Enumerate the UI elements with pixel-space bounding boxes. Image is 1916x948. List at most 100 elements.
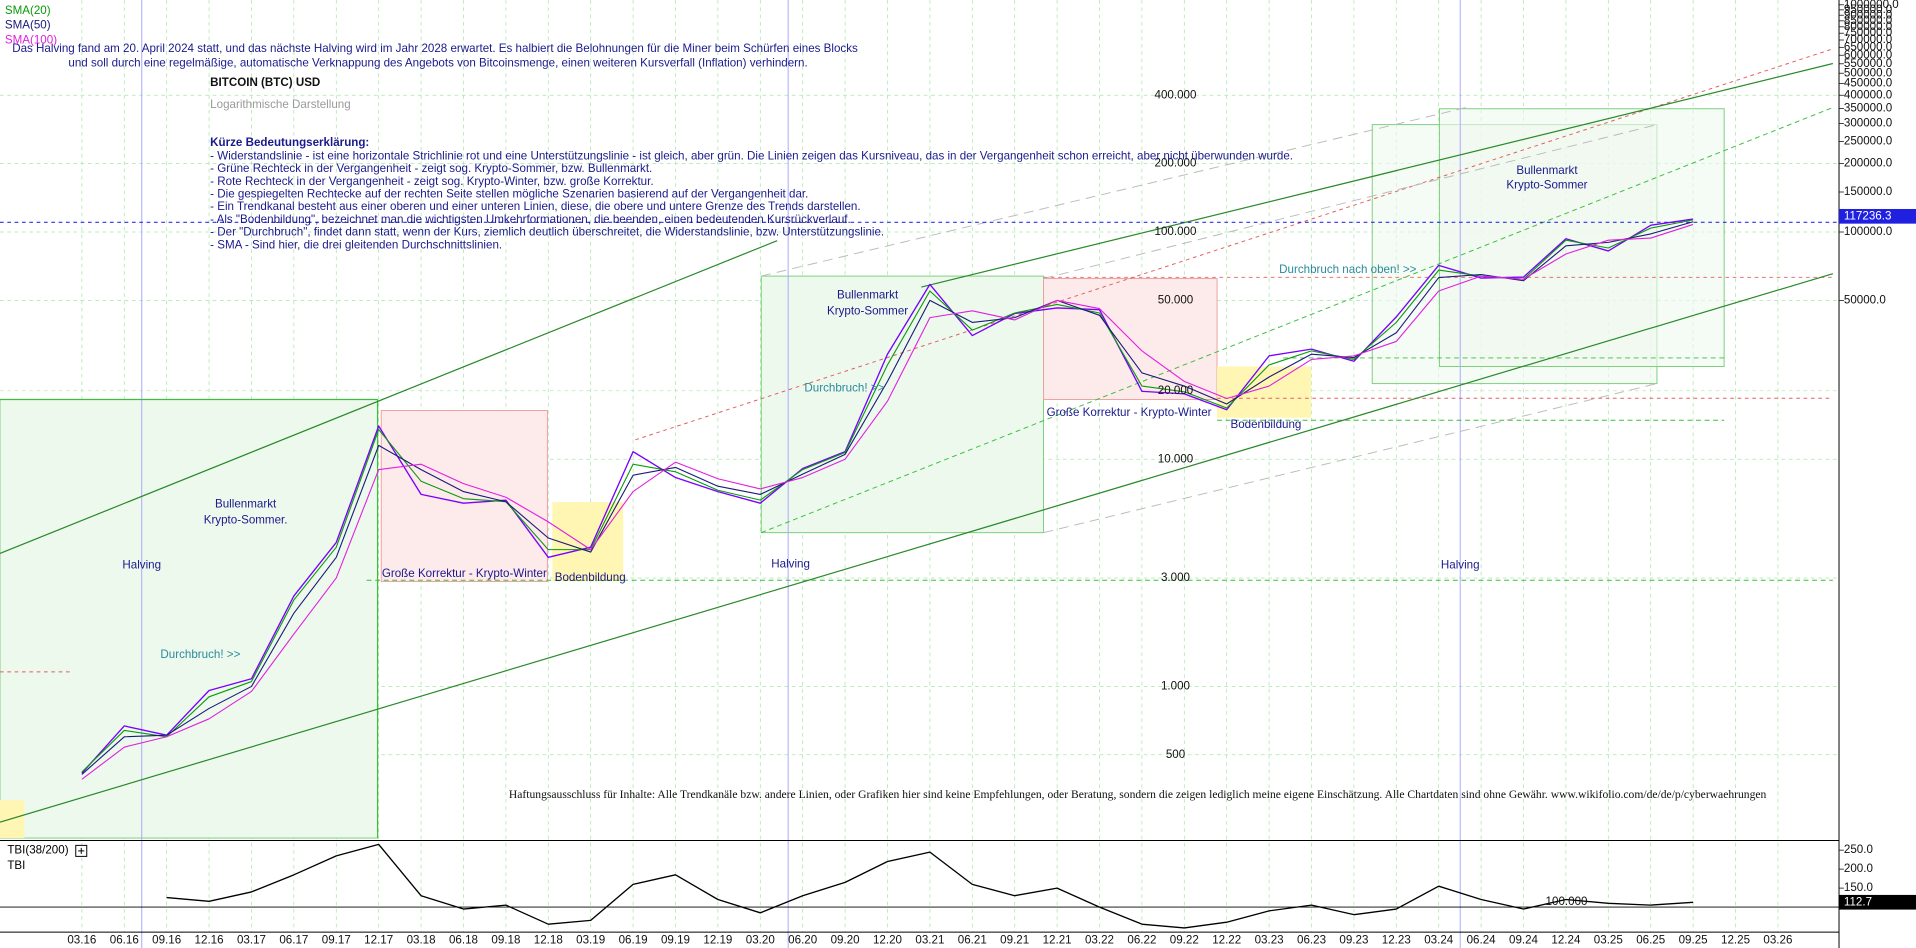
y-tick-label: 10.000 [1158, 452, 1193, 465]
series-line [166, 843, 1694, 929]
y2-tick-label: 300000.0 [1844, 117, 1892, 130]
x-tick-label: 09.21 [1000, 934, 1029, 947]
x-tick-label: 06.21 [958, 934, 987, 947]
reference-label: 100.000 [1546, 895, 1588, 908]
x-tick-label: 09.17 [322, 934, 351, 947]
y2-tick-label: 1000000.0 [1844, 0, 1899, 11]
last-value-label: 112.7 [1844, 895, 1872, 908]
y2-tick-label: 150000.0 [1844, 185, 1892, 198]
y-tick-label: 200.0 [1844, 862, 1873, 875]
annotation: Bodenbildung [555, 571, 626, 584]
y2-tick-label: 350000.0 [1844, 101, 1892, 114]
trend-channel [0, 273, 1834, 823]
y-tick-label: 500 [1166, 748, 1185, 761]
legend-entry: SMA(100) [5, 33, 57, 46]
x-tick-label: 09.22 [1170, 934, 1199, 947]
annotation: Halving [1441, 559, 1480, 572]
intro-text: Das Halving fand am 20. April 2024 statt… [12, 42, 858, 55]
y2-tick-label: 550000.0 [1844, 57, 1892, 70]
x-tick-label: 09.16 [152, 934, 181, 947]
x-tick-label: 12.16 [195, 934, 224, 947]
mirror-line [1043, 124, 1658, 280]
x-tick-label: 06.18 [449, 934, 478, 947]
note-line: - Widerstandslinie - ist eine horizontal… [210, 149, 1293, 162]
legend-entry: SMA(20) [5, 4, 51, 17]
y-tick-label: 200.000 [1155, 157, 1197, 170]
x-tick-label: 06.17 [279, 934, 308, 947]
annotation: Durchbruch! >> [804, 382, 884, 395]
panel-title: TBI(38/200) [7, 843, 68, 856]
intro-text: und soll durch eine regelmäßige, automat… [68, 57, 807, 70]
plus-icon [78, 847, 85, 854]
trend-channel [0, 240, 778, 554]
text-layer: BITCOIN (BTC) USD Logarithmische Darstel… [5, 0, 1899, 947]
mirror-line [1043, 383, 1658, 534]
series-line [81, 221, 1694, 775]
y-tick-label: 100.000 [1155, 225, 1197, 238]
x-tick-label: 12.23 [1382, 934, 1411, 947]
y2-tick-label: 800000.0 [1844, 20, 1892, 33]
annotation: Krypto-Sommer [1506, 179, 1587, 192]
annotation: Durchbruch nach oben! >> [1279, 263, 1417, 276]
y2-tick-label: 750000.0 [1844, 26, 1892, 39]
x-tick-label: 06.23 [1297, 934, 1326, 947]
y2-tick-label: 450000.0 [1844, 77, 1892, 90]
y-tick-label: 400.000 [1155, 88, 1197, 101]
legend-entry: SMA(50) [5, 19, 51, 32]
y2-tick-label: 250000.0 [1844, 135, 1892, 148]
x-tick-label: 03.18 [407, 934, 436, 947]
x-tick-label: 09.19 [661, 934, 690, 947]
mirror-line [761, 107, 1467, 277]
note-line: - Ein Trendkanal besteht aus einer obere… [210, 200, 860, 213]
x-tick-label: 06.20 [788, 934, 817, 947]
legend-entry: TBI [7, 859, 25, 872]
series-line [81, 223, 1694, 780]
trend-channel [921, 62, 1834, 288]
annotation: Halving [122, 559, 161, 572]
disclaimer: Haftungsausschluss für Inhalte: Alle Tre… [509, 788, 1767, 801]
last-value-label: 117236.3 [1844, 209, 1892, 222]
x-tick-label: 06.16 [110, 934, 139, 947]
note-line: - Der "Durchbruch", findet dann statt, w… [210, 226, 884, 239]
annotation: Krypto-Sommer. [204, 513, 288, 526]
annotation: Große Korrektur - Krypto-Winter [382, 567, 547, 580]
chart-subtitle: Logarithmische Darstellung [210, 98, 351, 111]
annotation: Durchbruch! >> [160, 648, 240, 661]
x-tick-label: 03.20 [746, 934, 775, 947]
x-tick-label: 12.25 [1721, 934, 1750, 947]
scenario-box [1438, 108, 1725, 367]
annotation: Bodenbildung [1230, 418, 1301, 431]
notes-title: Kürze Bedeutungserklärung: [210, 136, 369, 149]
y-tick-label: 50.000 [1158, 293, 1193, 306]
y2-tick-label: 400000.0 [1844, 88, 1892, 101]
note-line: - Die gespiegelten Rechtecke auf der rec… [210, 188, 808, 201]
x-tick-label: 03.21 [915, 934, 944, 947]
y-tick-label: 150.0 [1844, 881, 1873, 894]
x-tick-label: 12.18 [534, 934, 563, 947]
y2-tick-label: 900000.0 [1844, 8, 1892, 21]
support-trend [761, 107, 1834, 534]
last-value-box [1839, 208, 1916, 224]
note-line: - SMA - Sind hier, die drei gleitenden D… [210, 238, 502, 251]
y2-tick-label: 950000.0 [1844, 3, 1892, 16]
x-tick-label: 12.24 [1551, 934, 1581, 947]
x-tick-label: 06.19 [619, 934, 648, 947]
annotation: Bullenmarkt [1516, 164, 1578, 177]
x-tick-label: 12.19 [703, 934, 732, 947]
annotation: Große Korrektur - Krypto-Winter [1047, 406, 1212, 419]
chart-title: BITCOIN (BTC) USD [210, 76, 320, 89]
y2-tick-label: 100000.0 [1844, 225, 1892, 238]
note-line: - Als "Bodenbildung", bezeichnet man die… [210, 213, 851, 226]
bull-box [0, 398, 379, 839]
data-layer [0, 208, 1916, 929]
y2-tick-label: 700000.0 [1844, 33, 1892, 46]
x-tick-label: 09.20 [831, 934, 860, 947]
x-tick-label: 09.18 [491, 934, 520, 947]
x-tick-label: 06.25 [1636, 934, 1665, 947]
resistance-trend [635, 48, 1834, 441]
series-line [81, 218, 1694, 774]
drawing-layer [0, 0, 1840, 948]
x-tick-label: 09.23 [1339, 934, 1368, 947]
y-tick-label: 3.000 [1161, 571, 1190, 584]
